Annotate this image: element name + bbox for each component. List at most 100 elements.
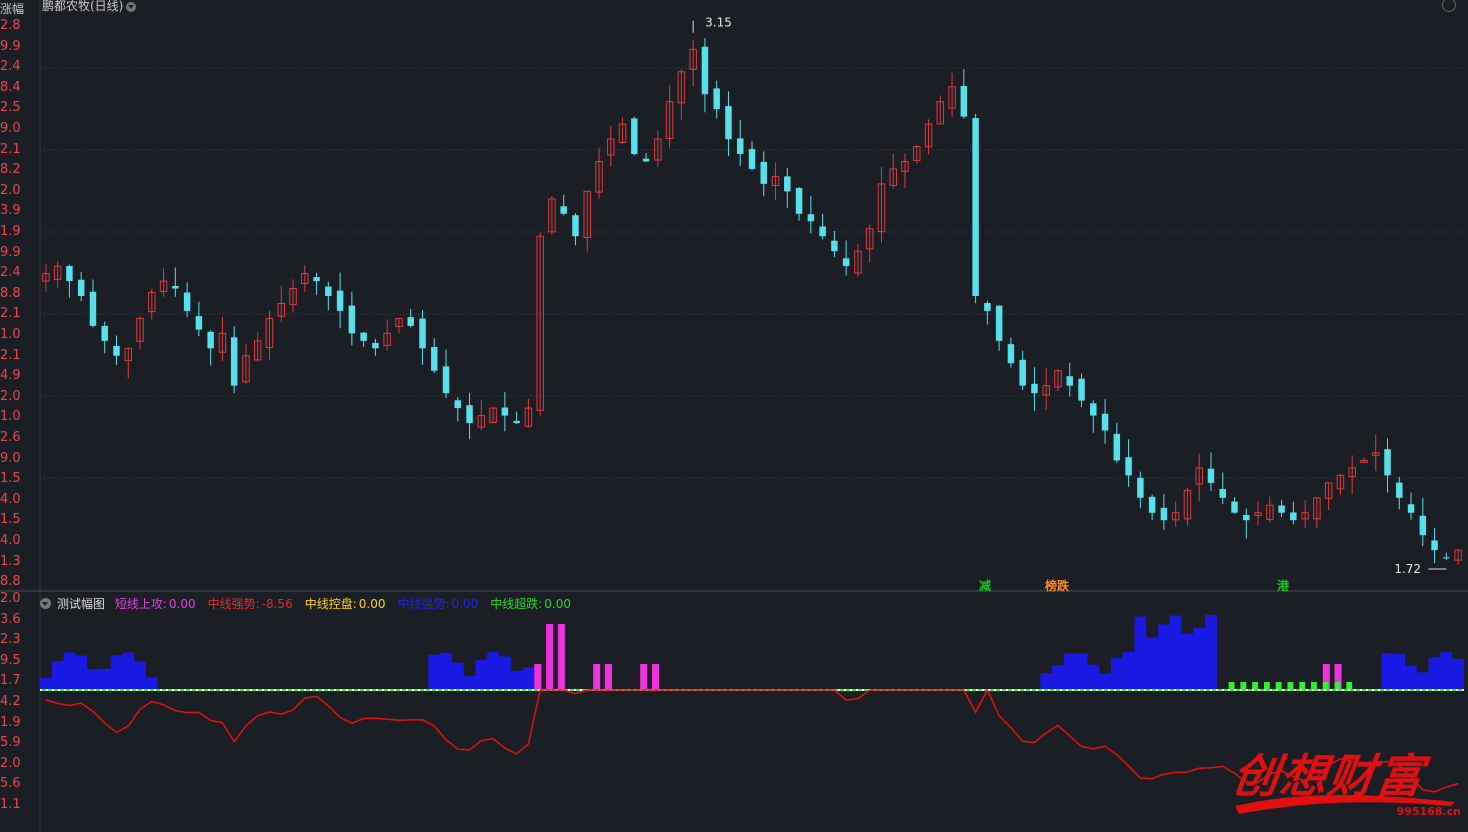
chevron-down-icon[interactable] (40, 598, 51, 609)
candle-body[interactable] (1195, 467, 1203, 485)
candle-body[interactable] (1266, 504, 1274, 520)
candle-body[interactable] (172, 285, 179, 289)
candle-body[interactable] (913, 146, 921, 161)
candle-body[interactable] (536, 235, 544, 411)
candle-body[interactable] (113, 345, 120, 356)
candle-body[interactable] (1031, 383, 1038, 394)
candle-body[interactable] (689, 48, 697, 70)
candle-body[interactable] (1042, 385, 1050, 396)
candle-body[interactable] (995, 305, 1003, 341)
candle-body[interactable] (842, 258, 850, 267)
candle-body[interactable] (960, 85, 968, 117)
candle-body[interactable] (677, 71, 686, 104)
candle-body[interactable] (725, 106, 732, 140)
candle-body[interactable] (195, 316, 203, 330)
chevron-down-icon[interactable] (126, 1, 137, 12)
signal-marker[interactable]: 榜跌 (1045, 579, 1070, 593)
candle-body[interactable] (348, 305, 356, 334)
candle-body[interactable] (1254, 512, 1262, 517)
candle-body[interactable] (407, 317, 414, 326)
candle-body[interactable] (654, 138, 662, 161)
candle-body[interactable] (1007, 344, 1015, 364)
candle-body[interactable] (1078, 378, 1085, 401)
candle-body[interactable] (1160, 507, 1168, 521)
candle-body[interactable] (42, 273, 50, 282)
candle-body[interactable] (807, 214, 815, 222)
candle-body[interactable] (595, 160, 603, 193)
candle-body[interactable] (736, 138, 744, 154)
stock-title[interactable]: 鹏都农牧(日线) (42, 0, 137, 14)
candle-body[interactable] (442, 366, 450, 394)
candle-body[interactable] (1101, 413, 1109, 431)
candle-body[interactable] (784, 176, 791, 192)
candle-body[interactable] (454, 400, 462, 409)
candle-body[interactable] (1419, 515, 1427, 536)
candle-body[interactable] (136, 317, 144, 342)
candle-body[interactable] (1371, 452, 1380, 456)
candle-body[interactable] (301, 273, 309, 284)
candle-body[interactable] (548, 198, 556, 233)
candle-body[interactable] (771, 175, 780, 187)
candle-body[interactable] (313, 277, 320, 282)
candle-body[interactable] (77, 279, 85, 296)
candle-body[interactable] (395, 317, 403, 328)
candle-body[interactable] (1066, 376, 1073, 386)
candle-body[interactable] (336, 290, 344, 311)
candle-body[interactable] (66, 266, 73, 282)
candle-body[interactable] (89, 291, 97, 326)
candle-body[interactable] (924, 123, 933, 148)
candle-body[interactable] (1360, 459, 1368, 463)
candle-body[interactable] (101, 325, 108, 341)
candle-body[interactable] (1243, 514, 1250, 521)
candle-body[interactable] (713, 88, 720, 110)
candle-body[interactable] (1348, 467, 1356, 477)
candle-body[interactable] (1313, 497, 1321, 520)
candle-body[interactable] (372, 342, 379, 349)
candle-body[interactable] (1019, 359, 1026, 386)
candle-body[interactable] (501, 407, 509, 416)
candle-body[interactable] (1443, 557, 1450, 559)
candle-body[interactable] (218, 332, 227, 353)
candle-body[interactable] (901, 160, 909, 172)
candle-body[interactable] (889, 168, 897, 186)
candle-body[interactable] (360, 332, 367, 341)
candle-body[interactable] (1231, 501, 1238, 513)
candle-body[interactable] (466, 405, 473, 424)
candle-body[interactable] (560, 206, 567, 214)
signal-marker[interactable]: 减 (979, 579, 992, 593)
candle-body[interactable] (1171, 512, 1180, 521)
candle-body[interactable] (477, 415, 486, 428)
candle-body[interactable] (1407, 504, 1415, 513)
candle-body[interactable] (1207, 468, 1215, 483)
candle-body[interactable] (265, 317, 274, 349)
candle-body[interactable] (1148, 496, 1156, 513)
candle-body[interactable] (948, 86, 956, 109)
candle-body[interactable] (819, 226, 826, 237)
indicator-name[interactable]: 测试幅图 (57, 597, 106, 611)
candle-body[interactable] (1183, 489, 1192, 520)
candle-body[interactable] (1384, 449, 1391, 476)
candle-body[interactable] (242, 355, 250, 383)
candle-body[interactable] (513, 420, 520, 424)
candle-body[interactable] (207, 331, 214, 349)
candle-body[interactable] (383, 332, 391, 347)
candle-body[interactable] (124, 347, 133, 362)
candle-body[interactable] (760, 161, 768, 184)
candle-body[interactable] (489, 407, 497, 423)
signal-marker[interactable]: 港 (1277, 579, 1290, 593)
candle-body[interactable] (1137, 477, 1144, 498)
candle-body[interactable] (665, 101, 674, 139)
candle-body[interactable] (1113, 433, 1121, 461)
candle-body[interactable] (1054, 370, 1062, 388)
candle-body[interactable] (431, 347, 438, 371)
candle-body[interactable] (618, 123, 627, 144)
candle-body[interactable] (289, 288, 297, 305)
candle-body[interactable] (972, 118, 979, 297)
candle-body[interactable] (607, 138, 615, 156)
candle-body[interactable] (748, 149, 756, 169)
candle-body[interactable] (183, 292, 191, 311)
candle-body[interactable] (1301, 512, 1309, 520)
candle-body[interactable] (148, 291, 156, 313)
candle-body[interactable] (419, 318, 426, 349)
